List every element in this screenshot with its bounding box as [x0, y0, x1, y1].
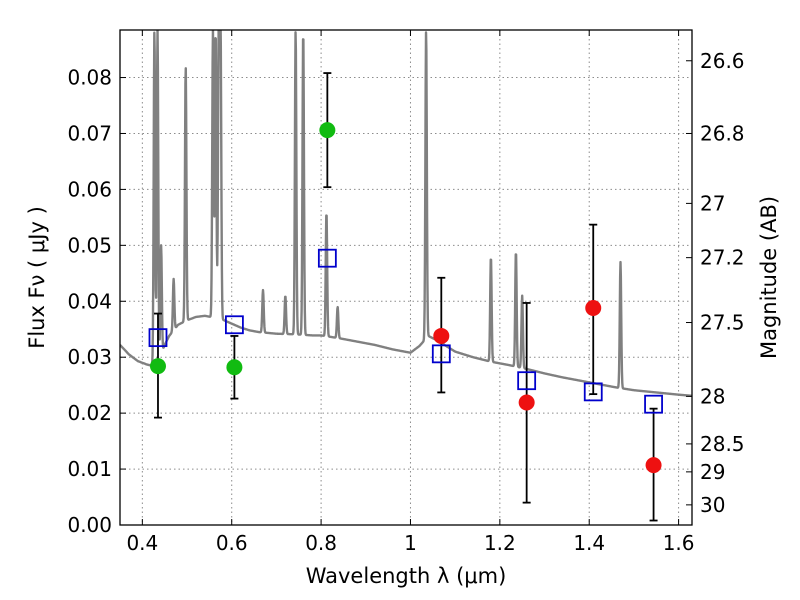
model-photometry-square — [224, 315, 244, 335]
model-photometry-square — [644, 394, 663, 414]
y2-tick-label: 27.5 — [700, 311, 745, 335]
grid — [120, 30, 692, 526]
y-tick-label: 0.07 — [67, 121, 112, 145]
data-points — [148, 72, 663, 522]
observed-point-red — [585, 299, 602, 316]
y2-axis-label: Magnitude (AB) — [757, 196, 781, 359]
y-tick-label: 0.03 — [67, 345, 112, 369]
y-tick-label: 0.06 — [67, 177, 112, 201]
y2-tick-label: 29 — [700, 460, 725, 484]
model-spectrum — [120, 30, 692, 397]
model-photometry-square — [148, 328, 168, 348]
y-tick-label: 0.01 — [67, 457, 112, 481]
model-spectrum-line — [120, 30, 692, 397]
model-photometry-square — [517, 371, 537, 391]
y2-tick-label: 28 — [700, 384, 725, 408]
y-tick-label: 0.04 — [67, 289, 112, 313]
x-tick-label: 0.4 — [126, 531, 158, 555]
y-tick-label: 0.05 — [67, 233, 112, 257]
x-tick-label: 1.4 — [573, 531, 605, 555]
y2-tick-label: 27.2 — [700, 246, 745, 270]
observed-point-red — [518, 394, 535, 411]
y2-tick-label: 30 — [700, 493, 725, 517]
y-tick-label: 0.02 — [67, 401, 112, 425]
x-tick-label: 1 — [404, 531, 417, 555]
model-photometry-square — [431, 344, 451, 364]
observed-point-green — [319, 122, 336, 139]
observed-point-red — [433, 327, 450, 344]
axis-ticks: 0.4 0.6 0.8 1 1.2 1.4 1.6 0.00 0.01 0.02 0.03 0.04 0… — [67, 30, 745, 555]
y2-tick-label: 26.6 — [700, 49, 745, 73]
y-tick-label: 0.00 — [67, 513, 112, 537]
y2-tick-label: 26.8 — [700, 121, 745, 145]
x-tick-label: 1.2 — [484, 531, 516, 555]
model-photometry-square — [317, 248, 337, 268]
x-tick-label: 1.6 — [663, 531, 695, 555]
y-axis-label: Flux Fν ( μJy ) — [25, 206, 49, 349]
model-photometry-square — [583, 382, 603, 402]
observed-point-red — [645, 457, 662, 474]
observed-point-green — [226, 359, 243, 376]
x-axis-label: Wavelength λ (μm) — [306, 564, 507, 588]
y2-tick-label: 28.5 — [700, 432, 745, 456]
x-tick-label: 0.8 — [305, 531, 337, 555]
observed-point-green — [149, 358, 166, 375]
x-tick-label: 0.6 — [216, 531, 248, 555]
y-tick-label: 0.08 — [67, 66, 112, 90]
y2-tick-label: 27 — [700, 191, 725, 215]
plot-frame — [119, 29, 693, 526]
